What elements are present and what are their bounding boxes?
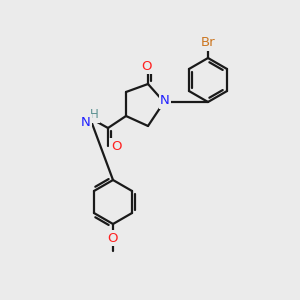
Text: Br: Br [201, 37, 215, 50]
Text: O: O [108, 232, 118, 244]
Text: H: H [90, 109, 98, 122]
Text: O: O [111, 140, 121, 152]
Text: O: O [142, 59, 152, 73]
Text: N: N [160, 94, 170, 107]
Text: N: N [81, 116, 91, 128]
